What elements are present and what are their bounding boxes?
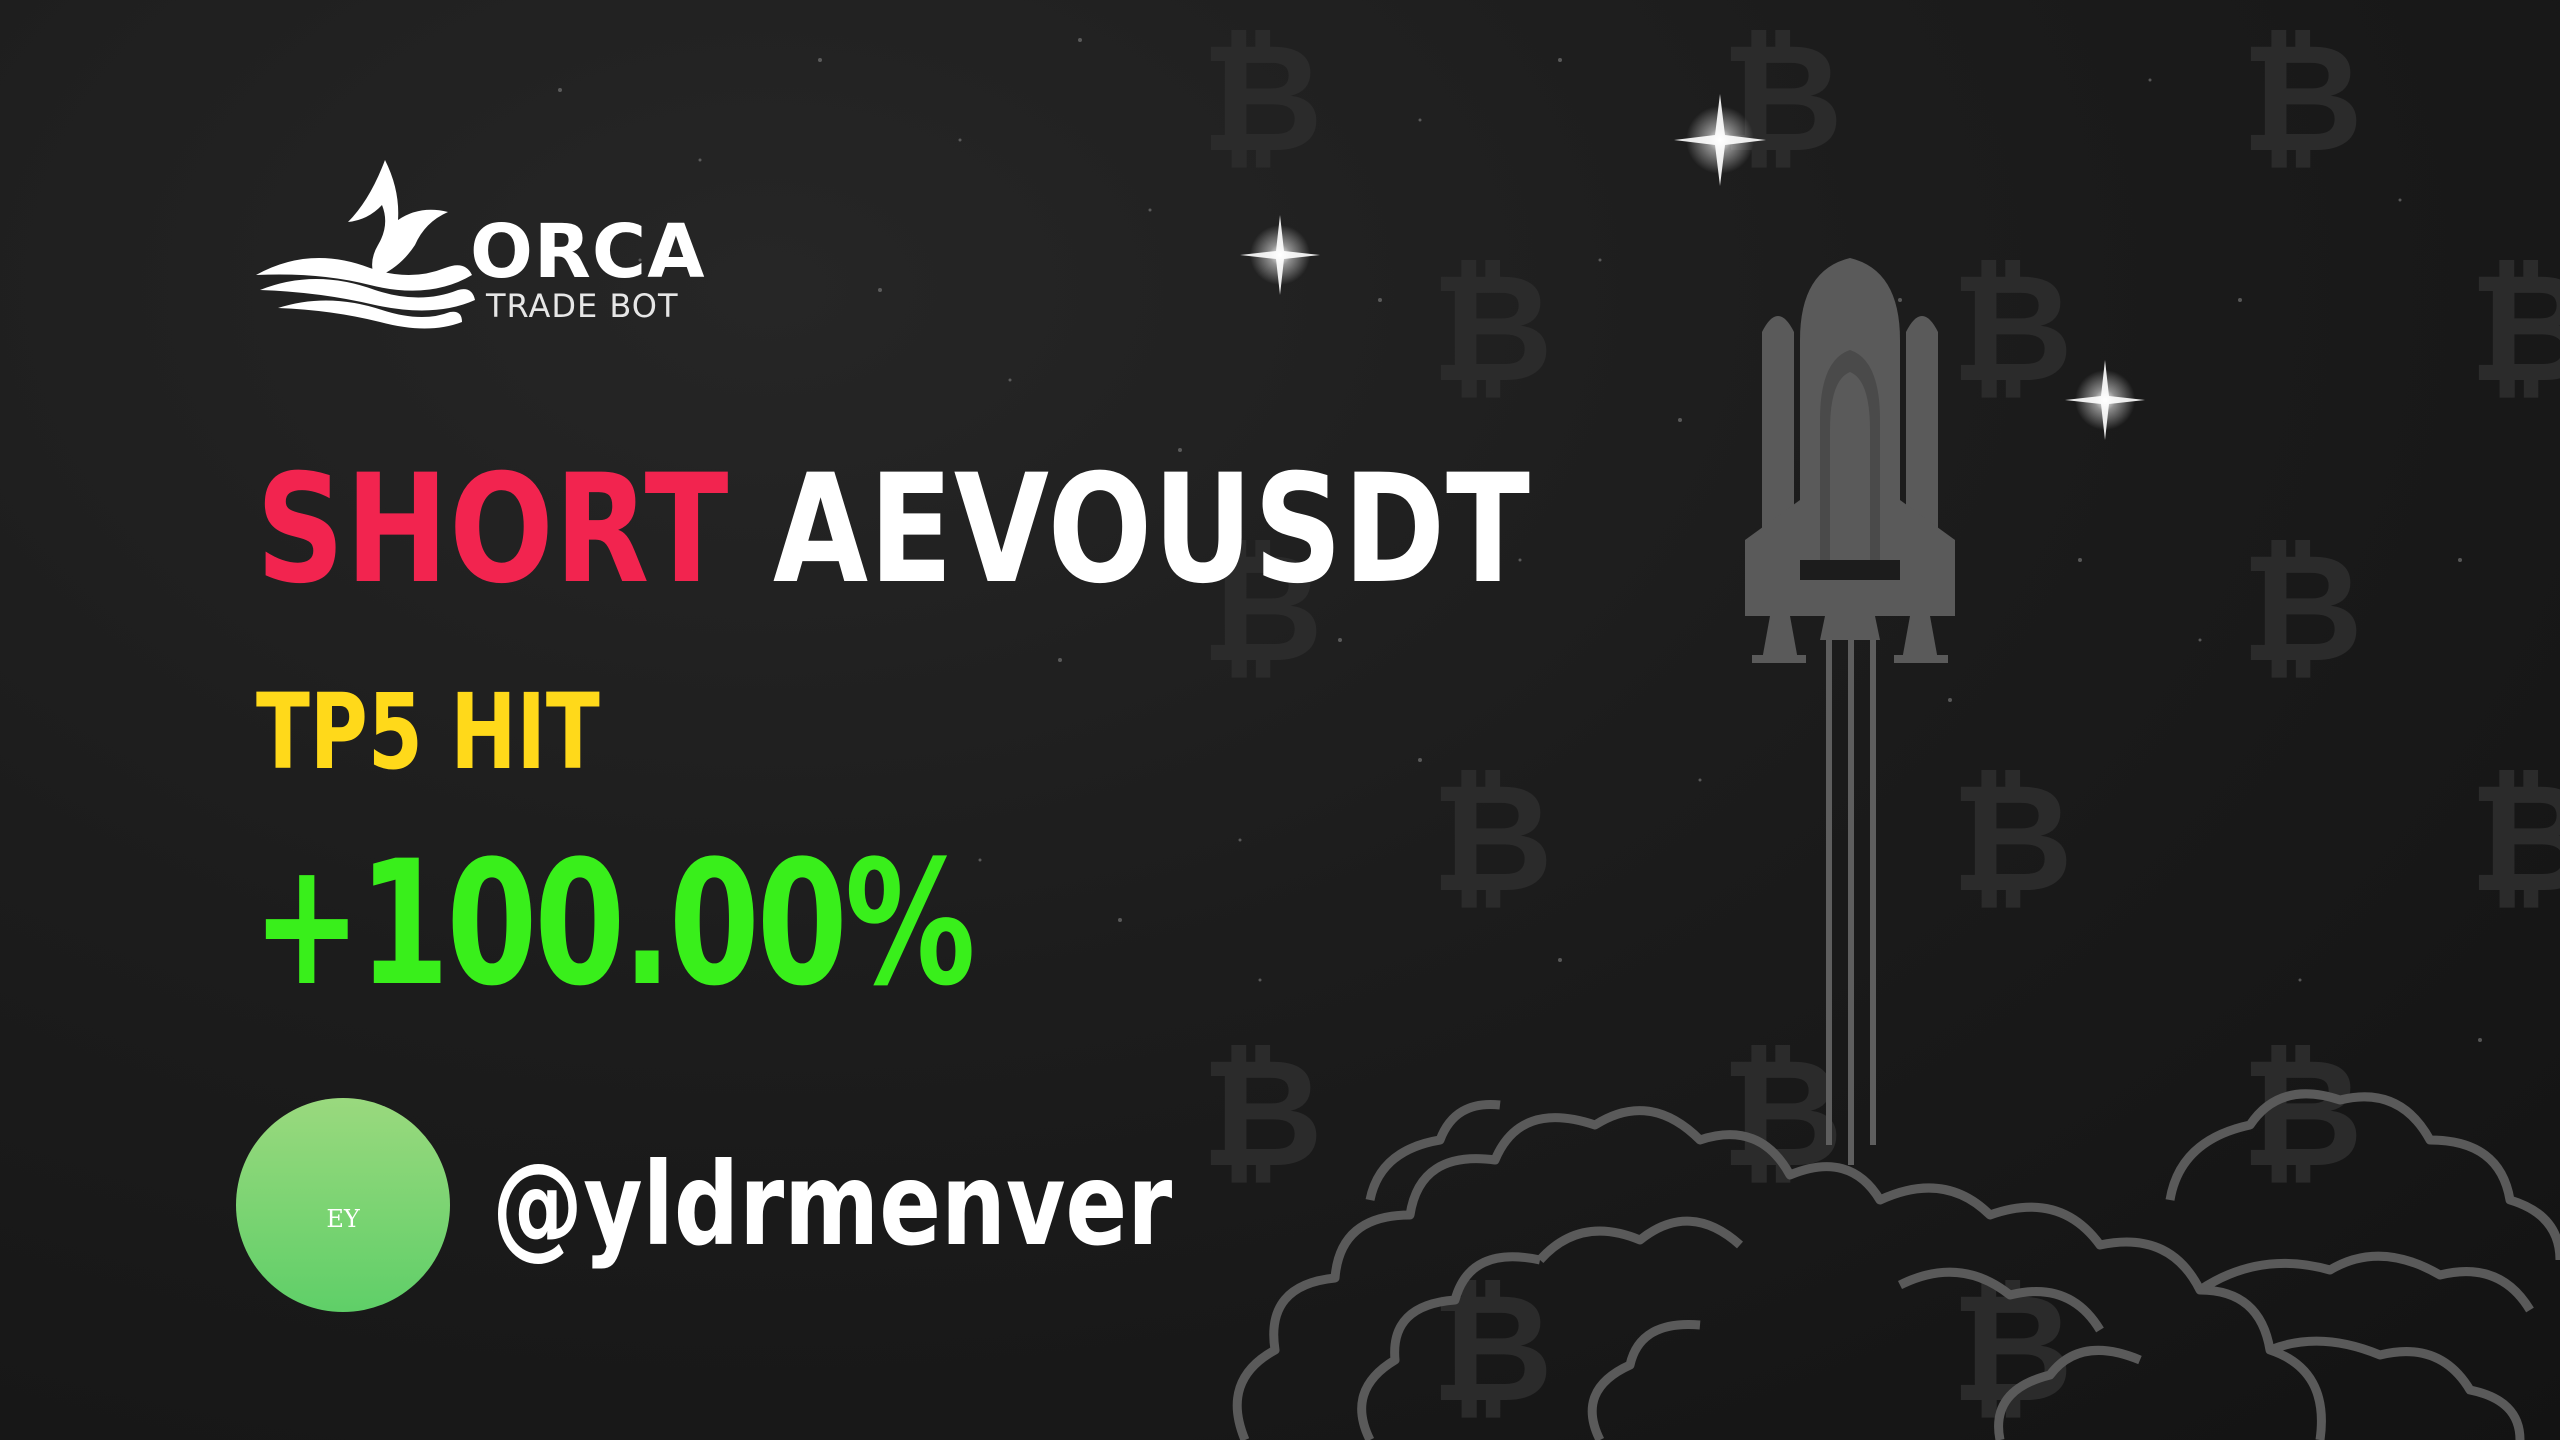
- signal-headline: SHORT AEVOUSDT: [256, 455, 1531, 605]
- user-handle: @yldrmenver: [492, 1138, 1173, 1271]
- smoke-cloud: [1232, 1089, 2560, 1440]
- svg-text:₿: ₿: [2241, 12, 2363, 186]
- svg-text:₿: ₿: [2469, 242, 2560, 416]
- avatar-initials: EY: [326, 1205, 360, 1233]
- svg-text:₿: ₿: [1201, 522, 1323, 696]
- brand-name: ORCA: [470, 209, 706, 295]
- svg-text:₿: ₿: [1201, 12, 1323, 186]
- svg-text:₿: ₿: [1431, 752, 1553, 926]
- signal-status: TP5 HIT: [256, 671, 600, 793]
- signal-pair: AEVOUSDT: [772, 443, 1531, 617]
- brand-subtitle: TRADE BOT: [486, 287, 679, 325]
- avatar: EY: [236, 1098, 450, 1312]
- rocket-launch-icon: [1745, 258, 1955, 1165]
- whale-tail-icon: [256, 160, 475, 329]
- svg-text:₿: ₿: [1721, 1027, 1843, 1201]
- svg-text:₿: ₿: [1951, 242, 2073, 416]
- svg-text:₿: ₿: [2241, 522, 2363, 696]
- svg-text:₿: ₿: [1431, 242, 1553, 416]
- star-sparkle-icon: [1240, 94, 2145, 440]
- svg-text:₿: ₿: [1431, 1262, 1553, 1436]
- signal-profit: +100.00%: [252, 823, 976, 1024]
- svg-text:₿: ₿: [1201, 1027, 1323, 1201]
- svg-text:₿: ₿: [2469, 752, 2560, 926]
- signal-side: SHORT: [256, 443, 730, 617]
- bitcoin-icon-pattern: ₿ ₿ ₿ ₿ ₿ ₿ ₿ ₿ ₿ ₿ ₿ ₿ ₿ ₿ ₿ ₿: [1201, 12, 2560, 1436]
- svg-text:₿: ₿: [1951, 1262, 2073, 1436]
- svg-text:₿: ₿: [1951, 752, 2073, 926]
